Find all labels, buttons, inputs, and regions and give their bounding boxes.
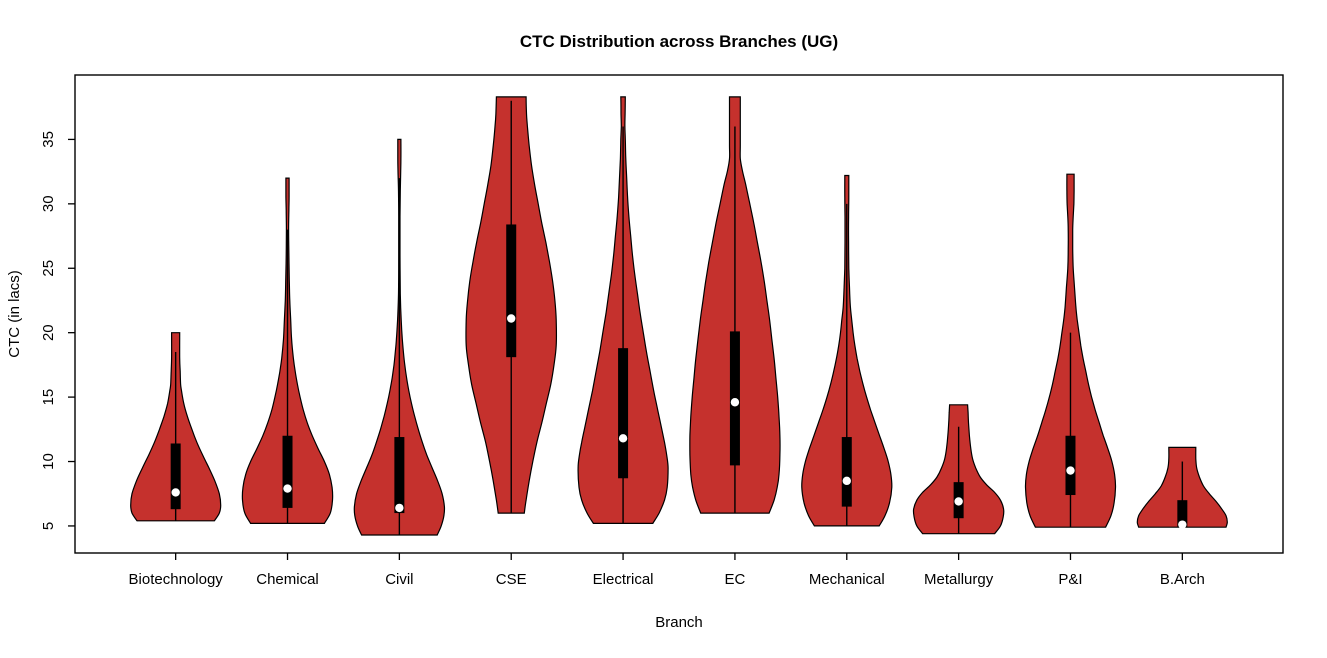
x-tick-label: Chemical — [256, 571, 319, 588]
y-tick-label: 5 — [40, 522, 57, 530]
violin-iqr-box — [841, 437, 852, 507]
violin-iqr-box — [1177, 500, 1188, 528]
violin-median-dot — [507, 314, 516, 323]
y-tick-label: 15 — [40, 389, 57, 406]
x-tick-label: P&I — [1058, 571, 1082, 588]
plot-border — [74, 74, 1284, 554]
violin-iqr-box — [394, 437, 405, 514]
x-tick-label: B.Arch — [1160, 571, 1205, 588]
violin-iqr-box — [170, 443, 181, 510]
violin-median-dot — [842, 476, 851, 486]
y-axis-title: CTC (in lacs) — [6, 270, 23, 358]
y-tick-label: 20 — [40, 324, 57, 341]
plot-area: 5 10 15 20 25 30 35 Biotechnology Chemical Civil C… — [40, 74, 1284, 588]
violin-median-dot — [730, 398, 740, 407]
violin-median-dot — [395, 503, 404, 513]
violin-iqr-box — [618, 348, 629, 479]
violin-median-dot — [171, 488, 180, 497]
violin-iqr-box — [1065, 435, 1076, 496]
y-tick-label: 30 — [40, 195, 57, 212]
violin-iqr-box — [506, 224, 517, 358]
x-tick-label: Biotechnology — [129, 571, 224, 588]
violin-median-dot — [954, 497, 963, 506]
violin-median-dot — [618, 434, 628, 443]
y-tick-label: 25 — [40, 260, 57, 277]
x-tick-label: EC — [725, 571, 746, 588]
chart-title: CTC Distribution across Branches (UG) — [520, 32, 838, 51]
violin-median-dot — [1178, 520, 1187, 529]
x-axis-title: Branch — [655, 614, 703, 631]
x-tick-label: Electrical — [593, 571, 654, 588]
y-tick-label: 35 — [40, 131, 57, 148]
y-tick-label: 10 — [40, 453, 57, 470]
x-tick-label: Civil — [385, 571, 413, 588]
x-tick-label: Metallurgy — [924, 571, 994, 588]
violin-median-dot — [283, 484, 292, 493]
x-tick-label: CSE — [496, 571, 527, 588]
violin-iqr-box — [282, 435, 293, 508]
x-tick-label: Mechanical — [809, 571, 885, 588]
violin-median-dot — [1066, 466, 1075, 475]
